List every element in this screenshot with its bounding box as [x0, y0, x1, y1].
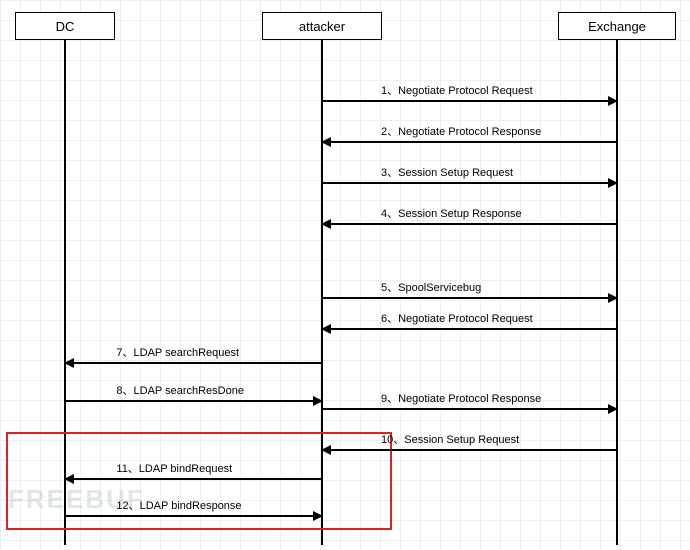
message-label-3: 3、Session Setup Request	[381, 164, 513, 182]
message-label-11: 11、LDAP bindRequest	[116, 460, 232, 478]
arrow-head-4	[321, 219, 331, 229]
message-label-12: 12、LDAP bindResponse	[116, 497, 241, 515]
arrow-head-3	[608, 178, 618, 188]
message-arrow-4	[322, 223, 617, 225]
actor-label-dc: DC	[56, 19, 75, 34]
message-label-1: 1、Negotiate Protocol Request	[381, 82, 533, 100]
actor-label-attacker: attacker	[299, 19, 345, 34]
arrow-head-6	[321, 324, 331, 334]
message-label-8: 8、LDAP searchResDone	[116, 382, 244, 400]
arrow-head-9	[608, 404, 618, 414]
arrow-head-7	[64, 358, 74, 368]
message-label-5: 5、SpoolServicebug	[381, 279, 481, 297]
arrow-head-8	[313, 396, 323, 406]
message-arrow-8	[65, 400, 322, 402]
message-arrow-2	[322, 141, 617, 143]
message-label-7: 7、LDAP searchRequest	[116, 344, 239, 362]
actor-box-exchange: Exchange	[558, 12, 676, 40]
arrow-head-1	[608, 96, 618, 106]
message-label-10: 10、Session Setup Request	[381, 431, 519, 449]
actor-box-dc: DC	[15, 12, 115, 40]
message-label-9: 9、Negotiate Protocol Response	[381, 390, 541, 408]
message-label-6: 6、Negotiate Protocol Request	[381, 310, 533, 328]
message-arrow-6	[322, 328, 617, 330]
actor-box-attacker: attacker	[262, 12, 382, 40]
message-arrow-7	[65, 362, 322, 364]
actor-label-exchange: Exchange	[588, 19, 646, 34]
message-arrow-11	[65, 478, 322, 480]
message-arrow-5	[322, 297, 617, 299]
arrow-head-2	[321, 137, 331, 147]
sequence-diagram: DC attacker Exchange 1、Negotiate Protocol R…	[0, 0, 690, 550]
message-arrow-9	[322, 408, 617, 410]
arrow-head-10	[321, 445, 331, 455]
arrow-head-11	[64, 474, 74, 484]
message-label-4: 4、Session Setup Response	[381, 205, 522, 223]
arrow-head-12	[313, 511, 323, 521]
message-arrow-1	[322, 100, 617, 102]
message-arrow-3	[322, 182, 617, 184]
message-arrow-12	[65, 515, 322, 517]
message-label-2: 2、Negotiate Protocol Response	[381, 123, 541, 141]
arrow-head-5	[608, 293, 618, 303]
message-arrow-10	[322, 449, 617, 451]
